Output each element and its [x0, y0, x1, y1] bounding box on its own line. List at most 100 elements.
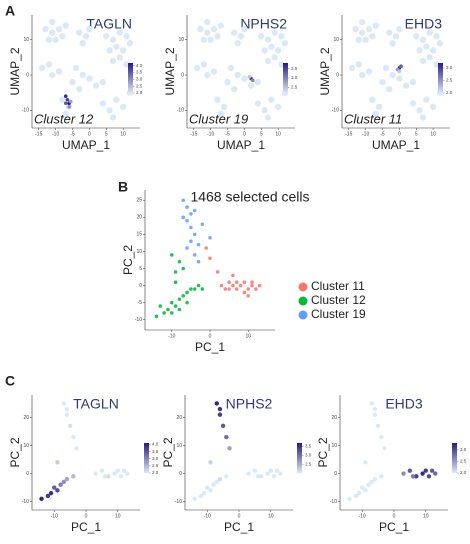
colorbar-tick-label: 4.0	[152, 442, 159, 447]
cell-point	[429, 103, 437, 111]
y-tick-label: 10	[23, 443, 29, 449]
cell-point	[49, 71, 56, 79]
cell-point	[86, 75, 93, 82]
cell-point	[76, 85, 83, 93]
expression-point	[217, 412, 223, 417]
cell-point	[200, 222, 205, 226]
expression-point	[433, 471, 438, 476]
colorbar-tick-label: 2.0	[460, 470, 467, 475]
y-tick-label: 10	[23, 37, 29, 43]
cell-point	[246, 287, 251, 291]
cell-point	[359, 29, 366, 36]
cell-point	[426, 29, 433, 36]
cell-point	[419, 57, 427, 65]
gene-title: EHD3	[405, 16, 443, 32]
cell-point	[62, 22, 69, 29]
cell-point	[177, 297, 182, 302]
expression-point	[208, 460, 213, 465]
y-axis-label: UMAP_2	[318, 47, 332, 95]
y-tick-label: 0	[139, 283, 142, 289]
expression-point	[125, 471, 130, 476]
expression-point	[382, 446, 387, 451]
cell-point	[197, 25, 204, 33]
cell-point	[185, 218, 189, 223]
cell-point	[45, 61, 53, 68]
cell-point	[214, 96, 221, 103]
expression-point	[201, 490, 207, 496]
y-tick-label: 0	[181, 72, 184, 78]
cluster-annotation: Cluster 19	[189, 111, 248, 126]
expression-point	[369, 479, 374, 485]
expression-point	[55, 460, 60, 465]
cell-point	[119, 103, 127, 111]
expression-point	[366, 482, 371, 487]
colorbar-tick-label: 3.5	[136, 70, 143, 75]
expression-point	[67, 105, 71, 109]
expression-point	[268, 468, 273, 473]
cell-point	[436, 40, 444, 47]
colorbar-tick-label: 2.5	[305, 461, 312, 466]
expression-point	[353, 493, 359, 499]
x-tick-label: 0	[243, 131, 246, 137]
cell-point	[169, 253, 174, 257]
cell-point	[386, 29, 393, 36]
expression-point	[372, 476, 378, 482]
cell-point	[433, 32, 440, 40]
cell-point	[189, 287, 193, 291]
cell-point	[254, 100, 262, 107]
cell-point	[257, 283, 262, 288]
expression-point	[224, 474, 229, 479]
expression-point	[259, 474, 264, 479]
cell-point	[38, 64, 46, 72]
cell-point	[208, 236, 212, 240]
x-tick-label: -15	[190, 131, 197, 137]
cell-point	[365, 25, 373, 33]
expression-point	[74, 446, 79, 451]
cell-point	[389, 40, 396, 47]
expression-point	[118, 474, 124, 479]
colorbar-tick-label: 3.0	[152, 456, 159, 461]
cell-point	[59, 96, 66, 103]
colorbar	[283, 63, 288, 93]
cell-point	[59, 32, 66, 40]
cell-point	[185, 205, 189, 209]
expression-point	[71, 474, 76, 479]
cell-point	[45, 36, 53, 43]
x-tick-label: 10	[268, 513, 274, 519]
colorbar-tick-label: 3.5	[291, 66, 298, 71]
cell-point	[116, 29, 123, 36]
expression-point	[227, 446, 232, 451]
expression-point	[363, 460, 368, 465]
expression-point	[401, 471, 406, 476]
expression-point	[214, 479, 219, 485]
cell-point	[119, 47, 127, 54]
y-tick-label: 0	[179, 471, 182, 477]
x-axis-label: UMAP_1	[62, 138, 110, 152]
cell-point	[113, 96, 120, 103]
y-tick-label: 0	[336, 72, 339, 78]
cell-point	[246, 294, 251, 298]
x-axis-label: PC_1	[379, 520, 409, 534]
cell-point	[204, 246, 208, 250]
legend-marker	[298, 310, 308, 320]
cell-point	[69, 78, 76, 86]
expression-point	[69, 99, 73, 104]
x-tick-label: 10	[275, 131, 281, 137]
cell-point	[264, 114, 272, 121]
cell-point	[92, 82, 100, 89]
expression-point	[214, 401, 219, 406]
colorbar-tick-label: 3.5	[152, 449, 159, 454]
cell-point	[109, 36, 117, 43]
expression-point	[399, 64, 403, 69]
cell-point	[274, 47, 282, 54]
colorbar-tick-label: 2.0	[446, 90, 453, 95]
cell-point	[231, 85, 238, 93]
cell-point	[181, 198, 186, 203]
cell-point	[217, 22, 224, 29]
x-tick-label: -5	[225, 131, 230, 137]
cell-point	[258, 32, 265, 40]
cell-point	[359, 18, 366, 26]
cell-point	[181, 215, 186, 220]
cell-point	[389, 71, 396, 79]
